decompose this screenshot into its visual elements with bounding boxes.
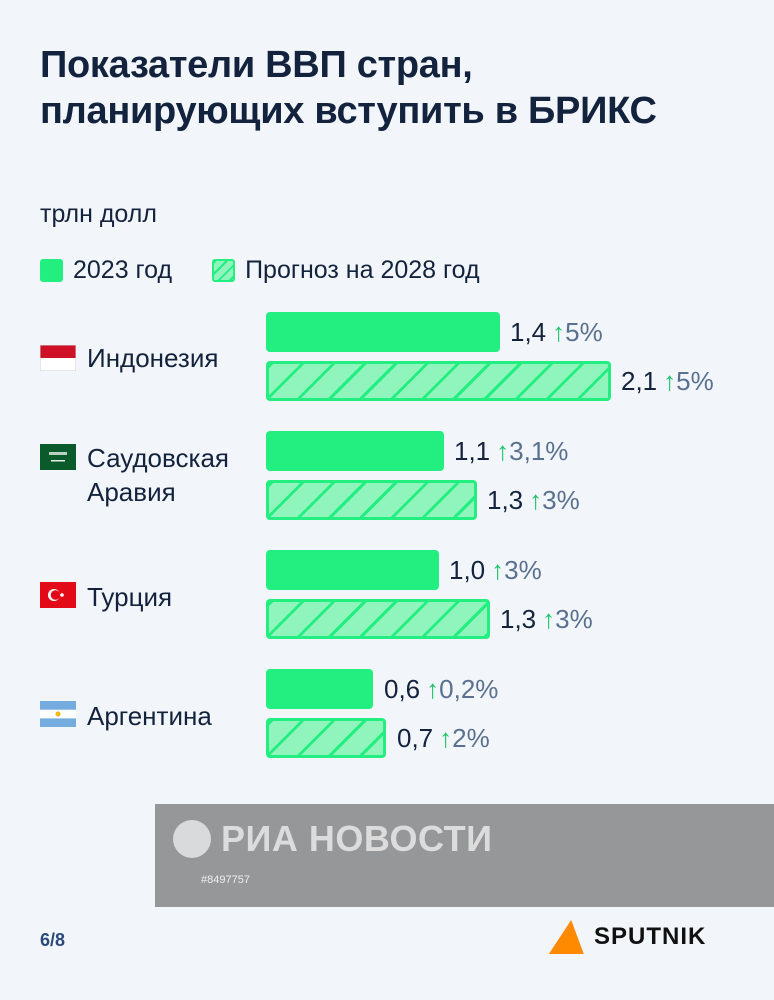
legend-label-2023: 2023 год — [73, 256, 173, 284]
bar-2023 — [266, 669, 373, 709]
country-label: Саудовская Аравия — [87, 443, 230, 507]
arrow-up-icon: ↑ — [663, 366, 677, 396]
value-2028: 1,3 ↑3% — [500, 604, 593, 634]
legend-item-2028: Прогноз на 2028 год — [212, 256, 480, 285]
value-2028: 0,7 ↑2% — [397, 723, 490, 753]
arrow-up-icon: ↑ — [529, 485, 543, 515]
indonesia-flag-icon — [40, 345, 76, 371]
legend-label-2028: Прогноз на 2028 год — [245, 256, 480, 284]
arrow-up-icon: ↑ — [552, 317, 566, 347]
legend-item-2023: 2023 год — [40, 256, 172, 285]
country-label: Индонезия — [87, 343, 219, 373]
legend-swatch-hatch — [212, 259, 236, 282]
watermark-id: #8497757 — [201, 874, 250, 886]
bar-2028 — [266, 718, 386, 758]
bar-2023 — [266, 431, 444, 471]
country-label: Турция — [87, 582, 173, 612]
bar-2028 — [266, 361, 611, 401]
bar-2028 — [266, 480, 477, 520]
ria-novosti-watermark: РИА НОВОСТИ #8497757 — [155, 804, 774, 907]
arrow-up-icon: ↑ — [542, 604, 556, 634]
arrow-up-icon: ↑ — [491, 555, 505, 585]
bar-2028 — [266, 599, 490, 639]
arrow-up-icon: ↑ — [496, 436, 510, 466]
country-label: Аргентина — [87, 701, 212, 731]
ria-logo-icon — [173, 820, 211, 858]
legend: 2023 год Прогноз на 2028 год — [40, 256, 520, 285]
value-2028: 1,3 ↑3% — [487, 485, 580, 515]
sputnik-triangle-icon — [548, 920, 597, 954]
legend-swatch-solid — [40, 259, 63, 282]
value-2023: 1,4 ↑5% — [510, 317, 603, 347]
saudi-arabia-flag-icon — [40, 444, 76, 470]
turkey-flag-icon — [40, 582, 76, 608]
watermark-name: РИА НОВОСТИ — [221, 818, 493, 859]
bar-2023 — [266, 312, 500, 352]
value-2023: 1,0 ↑3% — [449, 555, 542, 585]
value-2028: 2,1 ↑5% — [621, 366, 714, 396]
arrow-up-icon: ↑ — [439, 723, 453, 753]
sputnik-logo: SPUTNIK — [548, 920, 707, 954]
page-indicator: 6/8 — [40, 930, 66, 950]
unit-label: трлн долл — [40, 200, 157, 228]
argentina-flag-icon — [40, 701, 76, 727]
bar-2023 — [266, 550, 439, 590]
page-title: Показатели ВВП стран, планирующих вступи… — [40, 44, 657, 132]
value-2023: 1,1 ↑3,1% — [454, 436, 569, 466]
arrow-up-icon: ↑ — [426, 674, 440, 704]
value-2023: 0,6 ↑0,2% — [384, 674, 499, 704]
brand-name: SPUTNIK — [594, 923, 707, 950]
